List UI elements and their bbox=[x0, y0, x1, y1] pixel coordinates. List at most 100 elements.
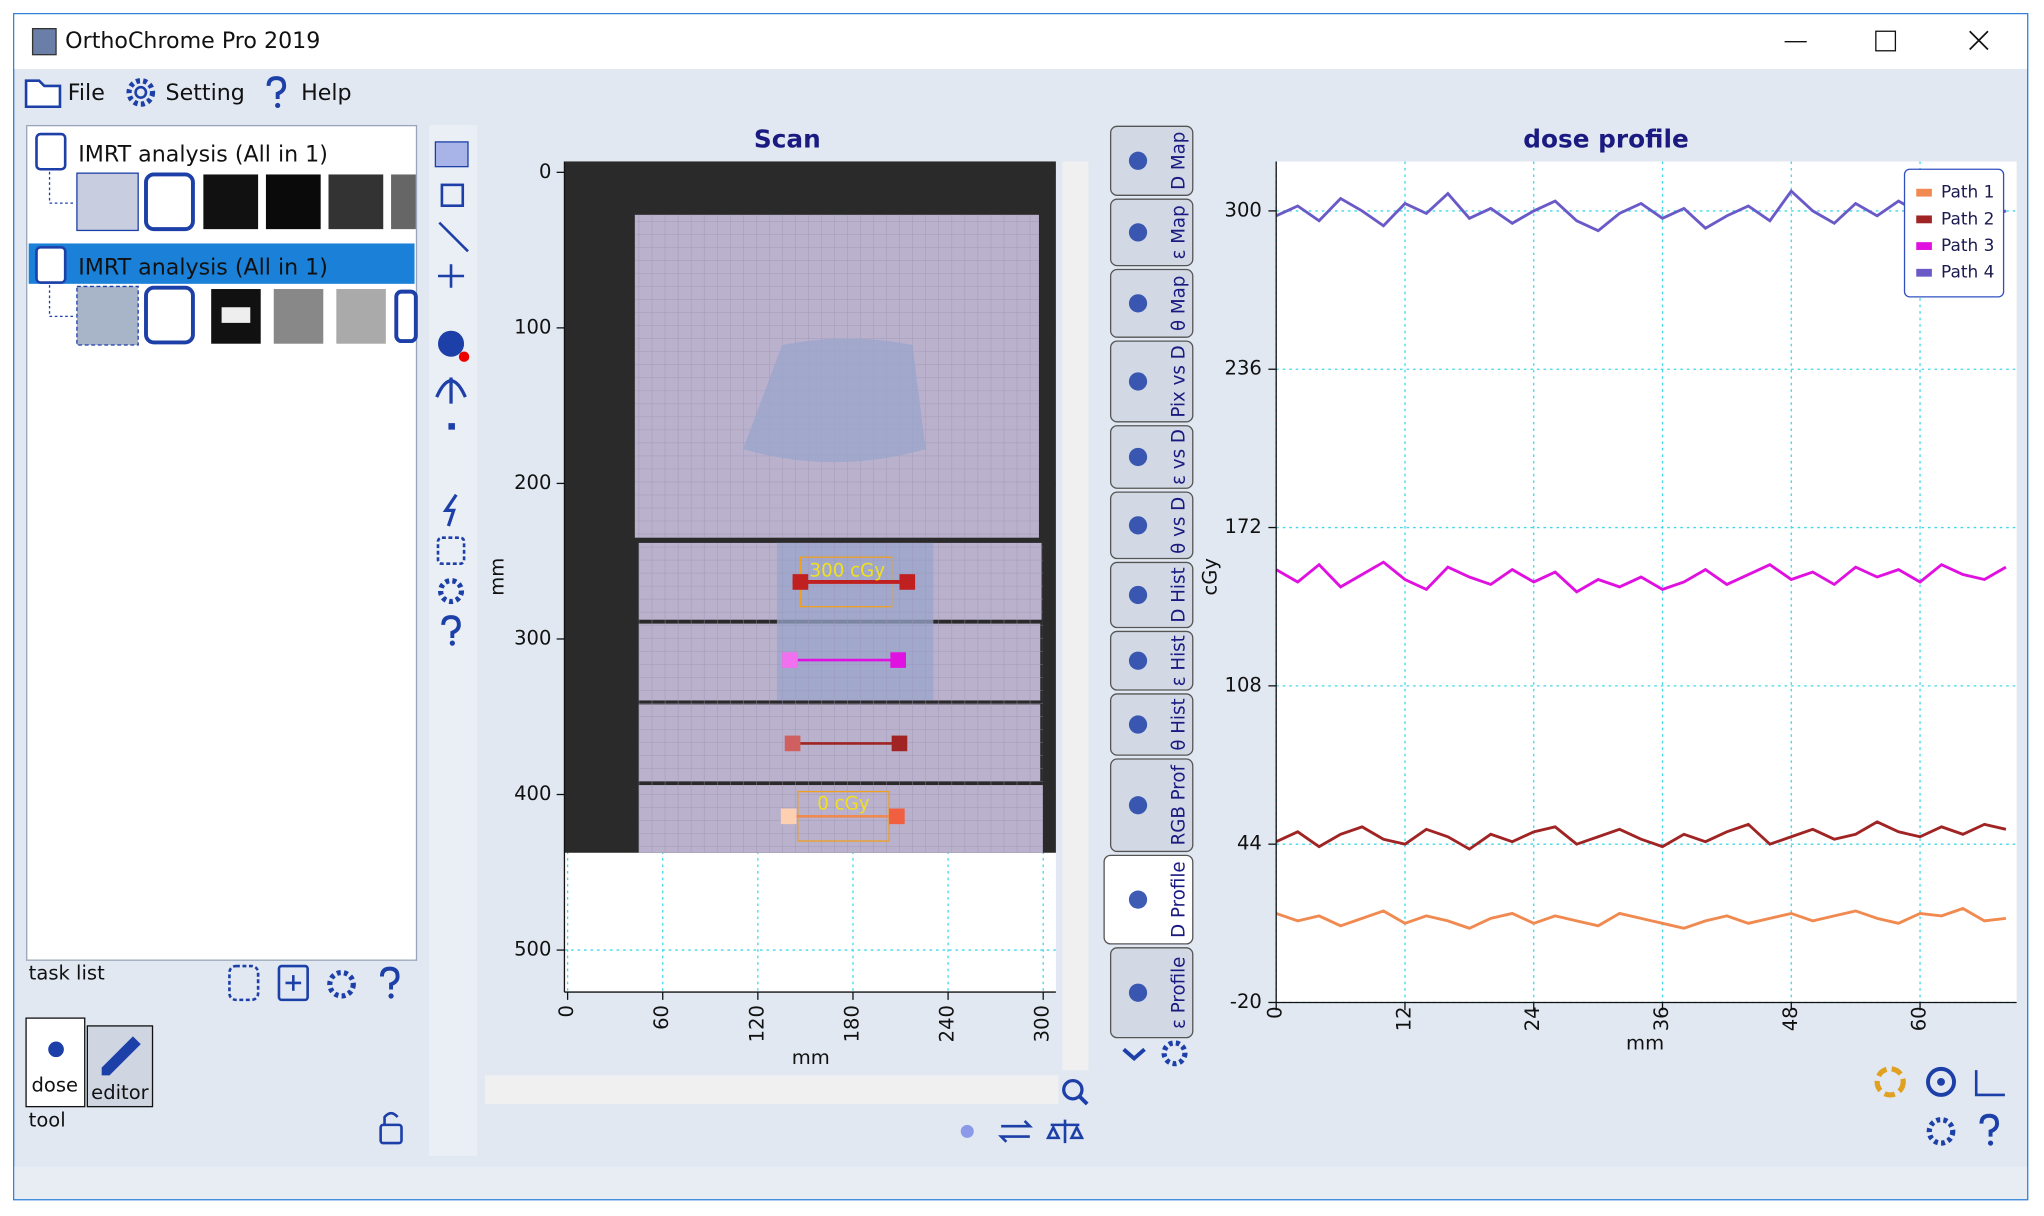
tool-tab[interactable]: dose bbox=[31, 1073, 78, 1096]
tool-settings[interactable] bbox=[438, 578, 465, 605]
thumbnail[interactable] bbox=[394, 289, 418, 344]
y-tick-label: 500 bbox=[514, 938, 551, 961]
help-icon-dot[interactable] bbox=[275, 102, 281, 109]
new-task-button[interactable] bbox=[228, 964, 260, 1002]
side-tab-label[interactable]: D Hist bbox=[1169, 567, 1190, 622]
side-tab[interactable] bbox=[1109, 693, 1194, 756]
side-tab-label[interactable]: θ Hist bbox=[1169, 698, 1190, 750]
tool-help[interactable] bbox=[441, 615, 461, 638]
side-tab-label[interactable]: ε Hist bbox=[1169, 635, 1190, 686]
side-tab[interactable] bbox=[1109, 491, 1194, 560]
path-handle[interactable] bbox=[891, 735, 908, 752]
task-help-button[interactable] bbox=[379, 966, 400, 990]
side-tab-label[interactable]: Pix vs D bbox=[1169, 345, 1190, 417]
setting-icon[interactable] bbox=[126, 78, 156, 107]
add-task-button[interactable] bbox=[277, 964, 309, 1002]
axes-button[interactable] bbox=[1974, 1070, 2005, 1097]
task-icon[interactable] bbox=[35, 132, 67, 171]
chart-help[interactable] bbox=[1979, 1113, 2000, 1137]
menu-file[interactable]: File bbox=[68, 80, 105, 106]
file-icon[interactable] bbox=[24, 79, 62, 109]
path-handle[interactable] bbox=[889, 808, 905, 825]
side-tab-label[interactable]: RGB Prof bbox=[1169, 764, 1190, 845]
thumbnail[interactable] bbox=[391, 174, 416, 230]
tab-icon bbox=[1128, 447, 1148, 467]
color-button[interactable] bbox=[1874, 1066, 1906, 1098]
path-handle[interactable] bbox=[780, 808, 797, 825]
path-handle[interactable] bbox=[890, 652, 906, 668]
task-icon[interactable] bbox=[35, 246, 67, 284]
vertical-scrollbar[interactable] bbox=[1062, 161, 1089, 1071]
side-tab[interactable] bbox=[1103, 854, 1194, 945]
thumbnail[interactable] bbox=[76, 172, 139, 232]
thumbnail[interactable] bbox=[76, 285, 139, 346]
target-button[interactable] bbox=[1926, 1066, 1957, 1097]
swap-button[interactable] bbox=[997, 1120, 1033, 1143]
setting-icon-core[interactable] bbox=[134, 85, 148, 99]
dose-tab[interactable] bbox=[25, 1017, 86, 1108]
x-tick-label: 0 bbox=[555, 1005, 578, 1017]
selected-row[interactable] bbox=[28, 243, 415, 284]
side-tab[interactable] bbox=[1109, 340, 1194, 423]
tab-icon bbox=[1128, 516, 1148, 535]
thumbnail[interactable] bbox=[328, 174, 384, 230]
task-item[interactable]: IMRT analysis (All in 1) bbox=[78, 255, 328, 281]
cross-tool[interactable] bbox=[438, 264, 465, 288]
thumbnail[interactable] bbox=[336, 289, 386, 344]
dose-plot-area bbox=[1276, 161, 2017, 1003]
side-tab-label[interactable]: D Profile bbox=[1169, 861, 1190, 937]
side-tab[interactable] bbox=[1109, 268, 1194, 338]
balance-button[interactable] bbox=[1045, 1119, 1085, 1144]
help-icon[interactable] bbox=[266, 76, 287, 99]
side-tab[interactable] bbox=[1109, 561, 1194, 629]
point-tool[interactable] bbox=[440, 183, 465, 208]
side-tab-label[interactable]: ε Map bbox=[1169, 205, 1190, 259]
side-tab[interactable] bbox=[1109, 758, 1194, 853]
tool-tab[interactable]: editor bbox=[91, 1081, 149, 1104]
y-tick-label: 0 bbox=[539, 160, 551, 183]
side-tab[interactable] bbox=[1109, 125, 1194, 196]
flash-tool[interactable] bbox=[442, 493, 458, 527]
close-button[interactable] bbox=[1969, 30, 1989, 51]
x-tick-label: 120 bbox=[745, 1005, 768, 1042]
pixel-tool[interactable] bbox=[448, 423, 455, 430]
annotation: 0 cGy bbox=[817, 794, 870, 815]
dose-tool[interactable] bbox=[438, 330, 465, 357]
side-tab[interactable] bbox=[1109, 425, 1194, 489]
side-tab-label[interactable]: D Map bbox=[1169, 132, 1190, 190]
side-tab[interactable] bbox=[1109, 947, 1194, 1039]
rect-tool[interactable] bbox=[434, 141, 469, 168]
thumbnail[interactable] bbox=[144, 285, 195, 345]
path-handle[interactable] bbox=[782, 652, 798, 668]
path-handle[interactable] bbox=[792, 574, 809, 590]
thumbnail[interactable] bbox=[203, 174, 259, 230]
zoom-button[interactable] bbox=[1062, 1078, 1084, 1101]
thumbnail[interactable] bbox=[273, 289, 324, 344]
arrow-tool[interactable] bbox=[435, 377, 467, 404]
grid-tool[interactable] bbox=[436, 536, 466, 566]
side-tab-label[interactable]: ε Profile bbox=[1169, 957, 1190, 1029]
side-tab-label[interactable]: θ Map bbox=[1169, 276, 1190, 331]
path-handle[interactable] bbox=[899, 574, 916, 590]
side-tab[interactable] bbox=[1109, 198, 1194, 267]
side-tab[interactable] bbox=[1109, 630, 1194, 691]
side-tab-label[interactable]: θ vs D bbox=[1169, 497, 1190, 554]
side-tab-label[interactable]: ε vs D bbox=[1169, 429, 1190, 485]
thumbnail[interactable] bbox=[144, 172, 195, 232]
maximize-button[interactable] bbox=[1875, 30, 1897, 52]
task-settings-button[interactable] bbox=[327, 969, 356, 999]
tabs-settings[interactable] bbox=[1161, 1040, 1188, 1067]
horizontal-scrollbar[interactable] bbox=[484, 1075, 1059, 1105]
editor-tab[interactable] bbox=[86, 1025, 154, 1108]
dose-title: dose profile bbox=[1523, 125, 1689, 154]
y-tick-label: 300 bbox=[514, 626, 551, 649]
menu-help[interactable]: Help bbox=[301, 80, 351, 106]
path-handle[interactable] bbox=[784, 735, 801, 752]
task-item[interactable]: IMRT analysis (All in 1) bbox=[78, 141, 328, 167]
lock-button[interactable] bbox=[379, 1123, 403, 1145]
line-tool[interactable] bbox=[438, 221, 469, 253]
thumbnail[interactable] bbox=[265, 174, 321, 230]
chart-settings[interactable] bbox=[1926, 1117, 1956, 1146]
menu-setting[interactable]: Setting bbox=[166, 80, 245, 106]
more-tabs-button[interactable] bbox=[1122, 1047, 1146, 1062]
